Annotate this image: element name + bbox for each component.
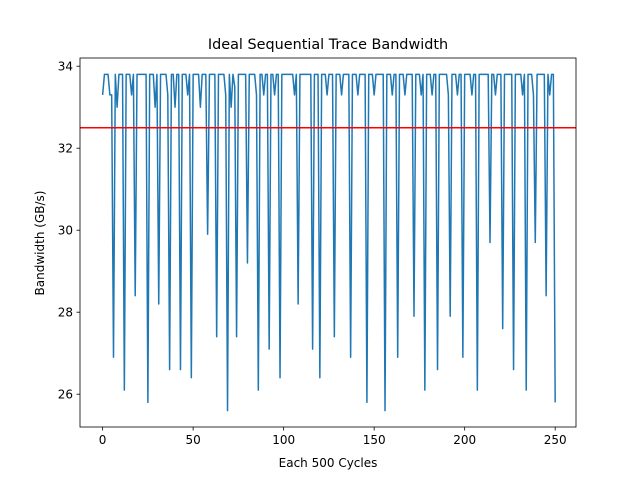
axes-frame <box>79 57 577 428</box>
series-line-0 <box>101 73 556 412</box>
x-tick-label: 100 <box>272 433 295 447</box>
y-tick-label: 28 <box>58 305 73 319</box>
y-tick-label: 30 <box>58 223 73 237</box>
y-tick-label: 34 <box>58 59 73 73</box>
x-tick-label: 50 <box>185 433 200 447</box>
x-tick-label: 0 <box>99 433 107 447</box>
chart-title: Ideal Sequential Trace Bandwidth <box>208 37 448 53</box>
axes: 0 50 100 150 200 250 26 28 30 32 34 <box>58 57 577 447</box>
y-tick-label: 26 <box>58 387 73 401</box>
plot-area <box>80 73 576 412</box>
y-tick-label: 32 <box>58 141 73 155</box>
x-tick-label: 200 <box>453 433 476 447</box>
y-axis-label: Bandwidth (GB/s) <box>33 191 47 296</box>
x-tick-label: 150 <box>363 433 386 447</box>
x-tick-label: 250 <box>544 433 567 447</box>
x-axis-label: Each 500 Cycles <box>279 456 378 470</box>
